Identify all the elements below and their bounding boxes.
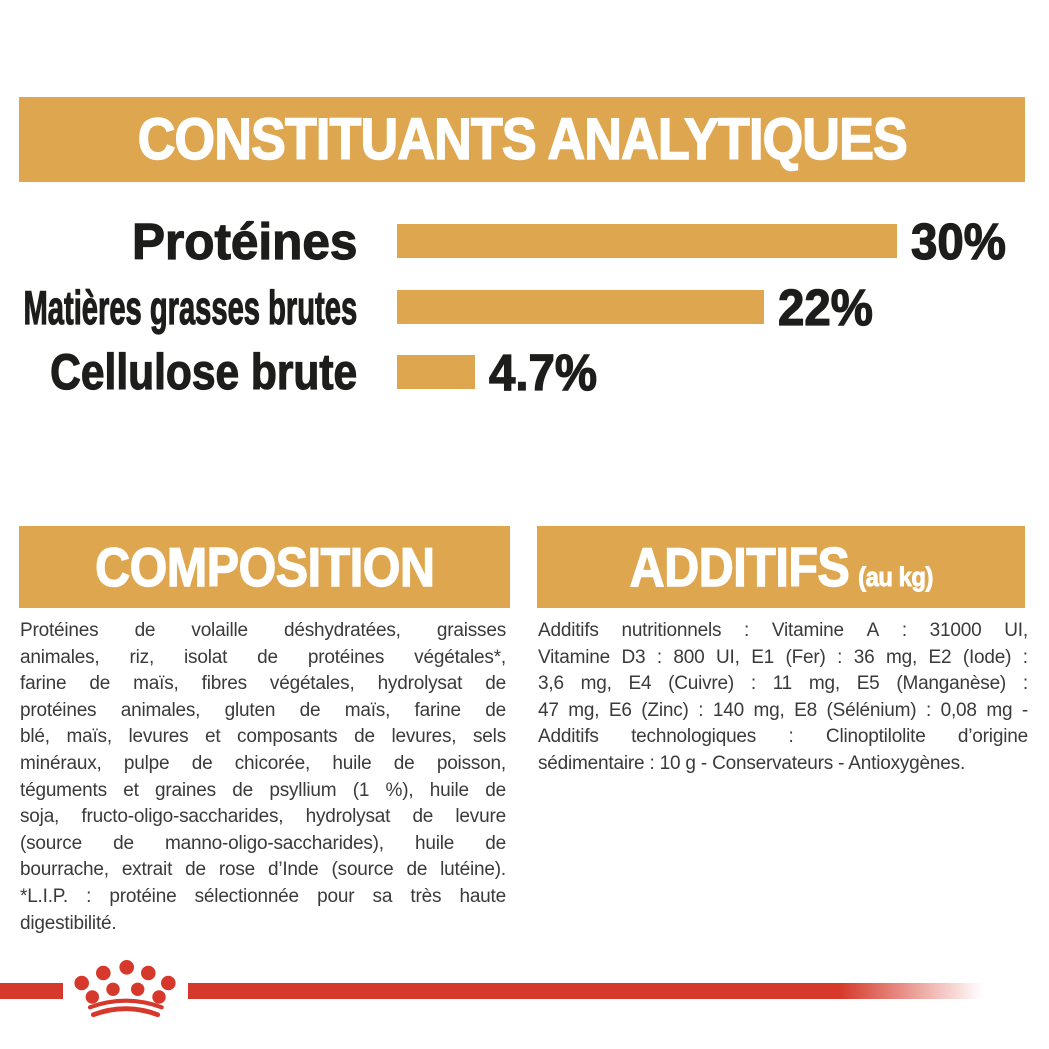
composition-banner: COMPOSITION <box>19 526 510 608</box>
bar-label-text: Cellulose brute <box>49 343 357 400</box>
text-line: 47 mg, E6 (Zinc):140 mg, E8 (Sélénium):0,08 mg - <box>538 699 1028 721</box>
text-line: Additifs technologiques: Clinoptilolite d’o… <box>538 726 1028 748</box>
bar-value-text: 30% <box>910 212 1006 270</box>
text-line: bourrache, extrait de rose d’Inde (source de lu… <box>20 859 506 881</box>
additives-title: ADDITIFS <box>629 535 850 598</box>
text-line: animales, riz, isolat de protéines végétales*… <box>20 646 506 668</box>
composition-text: Protéines de volaille déshydratées, graisses… <box>20 618 506 937</box>
text-line: sédimentaire : 10 g - Conservateurs - An… <box>538 752 966 774</box>
bar-value: 22% <box>777 278 880 336</box>
text-line: Additifs nutritionnels: Vitamine A:31000 UI, <box>538 620 1028 641</box>
chart-row-2: Matières grasses brutes 22% <box>0 278 1049 336</box>
additives-banner: ADDITIFS (au kg) <box>537 526 1025 608</box>
bar-label: Matières grasses brutes <box>0 280 357 334</box>
text-line: minéraux, pulpe de chicorée, huile de poisson, <box>20 752 506 774</box>
chart-row-1: Protéines 30% <box>0 212 1049 270</box>
text-line: Protéines de volaille déshydratées, graisses <box>20 620 506 641</box>
bar-label: Protéines <box>0 212 358 270</box>
bar-value: 30% <box>910 212 1013 270</box>
red-divider-right <box>188 983 983 999</box>
bar-value-text: 4.7% <box>488 343 598 401</box>
additives-subtitle: (au kg) <box>857 562 933 593</box>
royal-canin-crown-icon <box>74 960 176 1018</box>
bar-label-text: Matières grasses brutes <box>23 280 357 334</box>
text-line: (source de manno-oligo-saccharides), huile d… <box>20 832 506 854</box>
bar-value: 4.7% <box>488 343 605 401</box>
text-line: Vitamine D3:800 UI, E1 (Fer):36 mg, E2 (Iode): <box>538 646 1028 668</box>
bar-label: Cellulose brute <box>0 343 357 400</box>
analytical-constituents-title: CONSTITUANTS ANALYTIQUES <box>137 106 908 173</box>
text-line: 3,6 mg, E4 (Cuivre):11 mg, E5 (Manganèse): <box>538 673 1028 695</box>
analytical-constituents-banner: CONSTITUANTS ANALYTIQUES <box>19 97 1025 182</box>
bar-value-text: 22% <box>777 278 873 336</box>
bar-label-text: Protéines <box>131 212 358 270</box>
text-line: blé, maïs, levures et composants de levures, se… <box>20 726 506 748</box>
text-line: téguments et graines de psyllium (1%), huile de <box>20 779 506 801</box>
additives-title-group: ADDITIFS (au kg) <box>629 535 934 599</box>
text-line: *L.I.P.: protéine sélectionnée pour sa très ha… <box>20 885 506 907</box>
text-line: soja, fructo-oligo-saccharides, hydrolysat… <box>20 806 506 828</box>
additives-text: Additifs nutritionnels: Vitamine A:31000 UI,… <box>538 618 1028 778</box>
red-divider-left <box>0 983 63 999</box>
text-line: protéines animales, gluten de maïs, farine de <box>20 699 506 721</box>
text-line: farine de maïs, fibres végétales, hydrolysat d… <box>20 673 506 695</box>
text-line: digestibilité. <box>20 912 117 934</box>
bar-fill <box>397 290 764 324</box>
chart-row-3: Cellulose brute 4.7% <box>0 343 1049 401</box>
composition-title: COMPOSITION <box>94 535 435 598</box>
bar-fill <box>397 224 897 258</box>
bar-fill <box>397 355 475 389</box>
